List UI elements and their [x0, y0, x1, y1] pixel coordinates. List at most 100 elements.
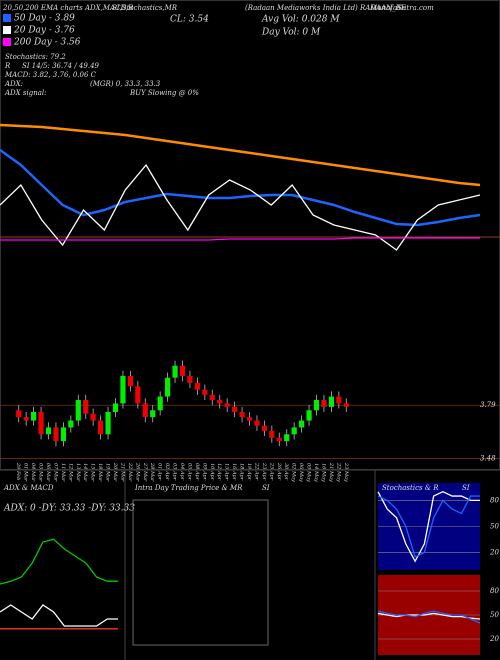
candle-body: [291, 427, 297, 435]
x-tick-label: 18 Mar: [97, 463, 103, 482]
candle-body: [209, 394, 215, 400]
x-tick-label: 08 Apr: [194, 463, 200, 481]
series-line: [377, 495, 480, 558]
legend-label: 50 Day - 3.89: [14, 14, 75, 24]
candle-body: [68, 420, 74, 428]
annotation: SI,Stochastics,MR: [112, 4, 178, 12]
y-tick-label: 80: [490, 587, 499, 595]
x-tick-label: 16 May: [320, 463, 326, 482]
candle-body: [45, 427, 52, 435]
x-tick-label: 14 May: [313, 463, 319, 482]
candle-body: [313, 400, 320, 411]
candle-body: [120, 376, 126, 404]
candle-body: [75, 400, 81, 421]
x-tick-label: 27 Mar: [142, 462, 148, 482]
candle-body: [321, 400, 327, 407]
candle-body: [135, 386, 141, 404]
x-tick-label: 22 Mar: [127, 462, 133, 482]
panel-subtitle: ADX: 0 -DY: 33.33 -DY: 33.33: [3, 504, 135, 514]
candle-body: [343, 403, 349, 407]
candle-body: [336, 396, 342, 404]
candle-body: [172, 365, 178, 378]
annotation: CL: 3.54: [170, 15, 209, 25]
candle-body: [269, 430, 275, 438]
y-tick-label: 20: [489, 635, 499, 643]
x-tick-label: 01 Apr: [157, 463, 163, 481]
candle-body: [187, 376, 193, 383]
x-tick-label: 22 Apr: [253, 462, 259, 481]
candle-body: [224, 403, 230, 407]
legend-label: 200 Day - 3.56: [13, 38, 81, 48]
annotation: R: [4, 62, 11, 70]
candle-body: [261, 425, 267, 431]
x-tick-label: 15 Apr: [224, 463, 230, 481]
candle-body: [23, 417, 29, 421]
x-tick-label: 30 Apr: [283, 463, 289, 481]
x-tick-label: 04 Mar: [30, 463, 36, 482]
x-tick-label: 10 Apr: [209, 463, 215, 481]
legend-swatch: [3, 14, 11, 22]
candle-body: [105, 412, 111, 435]
panel-subtitle: SI: [262, 484, 270, 492]
candle-body: [328, 396, 334, 407]
y-tick-label: 50: [490, 611, 499, 619]
candle-body: [142, 403, 148, 418]
x-tick-label: 22 May: [335, 462, 341, 482]
series-line: [0, 538, 118, 585]
x-tick-label: 09 May: [306, 463, 312, 482]
candle-body: [306, 410, 312, 421]
series-line: [0, 237, 480, 241]
candle-body: [284, 434, 290, 442]
candle-body: [16, 410, 22, 418]
candle-body: [98, 420, 104, 435]
y-tick-label: 80: [490, 496, 499, 504]
annotation: ADX:: [4, 80, 23, 88]
x-tick-label: 23 Apr: [261, 462, 267, 481]
x-tick-label: 19 Mar: [105, 463, 111, 482]
series-line: [377, 612, 481, 620]
y-tick-label: 3.79: [480, 401, 496, 409]
x-tick-label: 05 Mar: [38, 463, 44, 482]
annotation: Day Vol: 0 M: [261, 28, 321, 38]
candle-body: [31, 412, 37, 421]
x-tick-label: 21 May: [328, 462, 334, 482]
annotation: SI 14/5: 36.74 / 49.49: [22, 62, 100, 70]
y-tick-label: 20: [489, 549, 499, 557]
x-tick-label: 07 Mar: [52, 463, 58, 482]
panel-title: Stochastics & R: [382, 484, 439, 492]
annotation: Stochastics: 79.2: [5, 53, 66, 61]
annotation: (MGR) 0, 33.3, 33.3: [90, 80, 161, 88]
candle-body: [179, 365, 186, 376]
x-tick-label: 05 Apr: [186, 463, 192, 481]
x-tick-label: 09 Apr: [201, 463, 207, 481]
candle-body: [202, 389, 208, 395]
annotation: BUY Slowing @ 0%: [129, 89, 199, 97]
candle-body: [90, 413, 96, 421]
candle-body: [239, 412, 245, 418]
x-tick-label: 12 Mar: [67, 463, 73, 482]
candle-body: [112, 403, 119, 412]
y-tick-label: 50: [490, 523, 499, 531]
candle-body: [232, 406, 238, 412]
candle-body: [254, 420, 260, 426]
series-line: [377, 610, 481, 624]
candle-body: [127, 376, 133, 387]
x-tick-label: 04 Apr: [179, 463, 185, 481]
x-tick-label: 28 Mar: [149, 462, 155, 482]
x-tick-label: 01 Mar: [23, 463, 29, 482]
x-tick-label: 06 May: [298, 463, 304, 482]
candle-body: [38, 412, 44, 435]
series-line: [0, 604, 118, 627]
candle-body: [150, 410, 156, 418]
x-tick-label: 06 Mar: [45, 463, 51, 482]
panel-subtitle: SI: [462, 484, 470, 492]
candle-body: [299, 420, 305, 428]
annotation: MunafaSutra.com: [369, 4, 434, 12]
x-tick-label: 29 Feb: [15, 462, 21, 480]
legend-swatch: [3, 26, 11, 34]
x-tick-label: 12 Apr: [216, 463, 222, 481]
x-tick-label: 13 Mar: [75, 463, 81, 482]
series-line: [0, 163, 481, 251]
x-tick-label: 25 Apr: [268, 462, 274, 481]
